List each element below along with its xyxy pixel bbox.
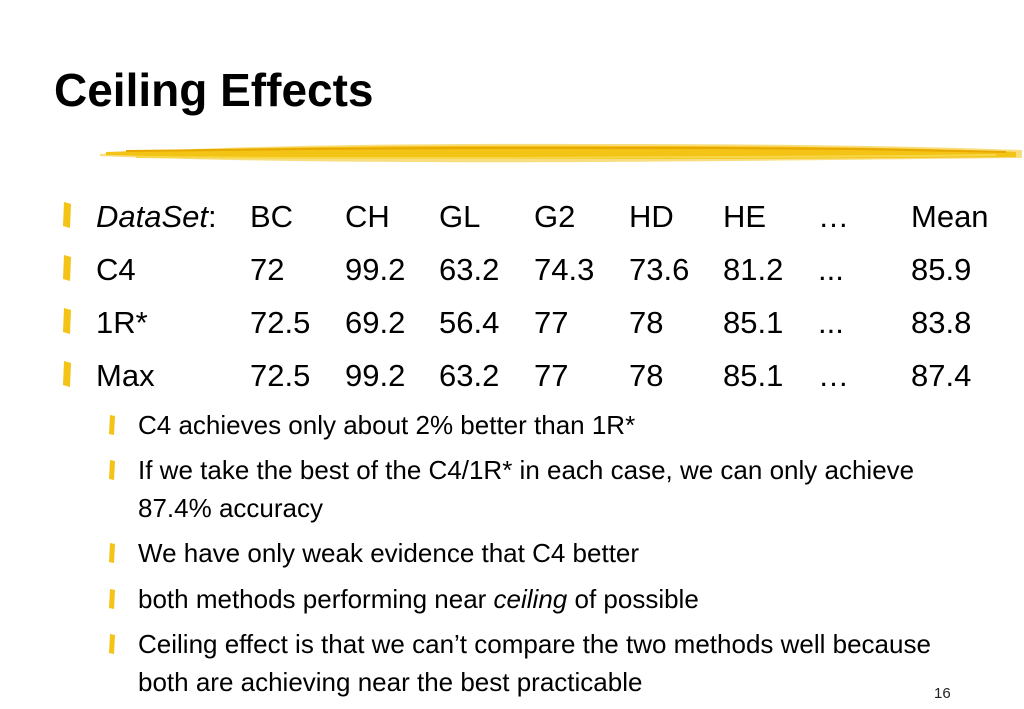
title-underline-swoosh	[100, 143, 1022, 163]
table-cell: 85.9	[911, 252, 972, 287]
row-label: 1R*	[96, 305, 148, 340]
dataset-label: DataSet:	[96, 199, 217, 234]
sub-bullet-item: C4 achieves only about 2% better than 1R…	[108, 406, 988, 444]
table-cell: 81.2	[723, 252, 784, 287]
table-cell: 85.1	[723, 358, 784, 393]
table-cell: 99.2	[345, 358, 406, 393]
sub-bullet-item: If we take the best of the C4/1R* in eac…	[108, 451, 988, 527]
column-header: CH	[345, 199, 390, 234]
table-cell: 99.2	[345, 252, 406, 287]
bullet-icon	[109, 589, 115, 609]
sub-bullet-text: Ceiling effect is that we can’t compare …	[138, 629, 931, 697]
table-cell: 72.5	[250, 305, 311, 340]
row-label: Max	[96, 358, 155, 393]
sub-bullet-text: C4 achieves only about 2% better than 1R…	[138, 410, 636, 440]
sub-bullet-item: Ceiling effect is that we can’t compare …	[108, 625, 988, 701]
table-cell: 72.5	[250, 358, 311, 393]
table-cell: 83.8	[911, 305, 972, 340]
table-cell: 63.2	[439, 358, 500, 393]
table-cell: …	[818, 358, 849, 393]
table-cell: 77	[534, 358, 569, 393]
column-header: HD	[629, 199, 674, 234]
table-cell: 87.4	[911, 358, 972, 393]
table-cell: 78	[629, 358, 664, 393]
table-cell: 77	[534, 305, 569, 340]
column-header: Mean	[911, 199, 989, 234]
column-header: …	[818, 199, 849, 234]
bullet-icon	[63, 255, 71, 281]
column-header: HE	[723, 199, 767, 234]
table-cell: 78	[629, 305, 664, 340]
sub-bullet-item: both methods performing near ceiling of …	[108, 580, 988, 618]
bullet-icon	[109, 460, 115, 480]
sub-bullet-text: We have only weak evidence that C4 bette…	[138, 538, 640, 568]
sub-bullet-item: We have only weak evidence that C4 bette…	[108, 534, 988, 572]
column-header: BC	[250, 199, 294, 234]
table-cell: 72	[250, 252, 285, 287]
row-label: C4	[96, 252, 136, 287]
table-cell: ...	[818, 252, 844, 287]
sub-bullet-text: both methods performing near ceiling of …	[138, 584, 699, 614]
slide-title: Ceiling Effects	[54, 64, 374, 116]
bullet-icon	[109, 634, 115, 654]
bullet-icon	[63, 308, 71, 334]
bullet-icon	[109, 543, 115, 563]
bullet-icon	[63, 361, 71, 387]
table-cell: 63.2	[439, 252, 500, 287]
table-cell: ...	[818, 305, 844, 340]
table-cell: 74.3	[534, 252, 595, 287]
bullet-icon	[63, 202, 71, 228]
column-header: GL	[439, 199, 481, 234]
emphasis-text: ceiling	[493, 584, 568, 614]
page-number: 16	[934, 685, 951, 702]
table-cell: 73.6	[629, 252, 690, 287]
table-cell: 69.2	[345, 305, 406, 340]
bullet-icon	[109, 415, 115, 435]
sub-bullet-text: If we take the best of the C4/1R* in eac…	[138, 455, 915, 523]
table-cell: 85.1	[723, 305, 784, 340]
table-cell: 56.4	[439, 305, 500, 340]
column-header: G2	[534, 199, 576, 234]
